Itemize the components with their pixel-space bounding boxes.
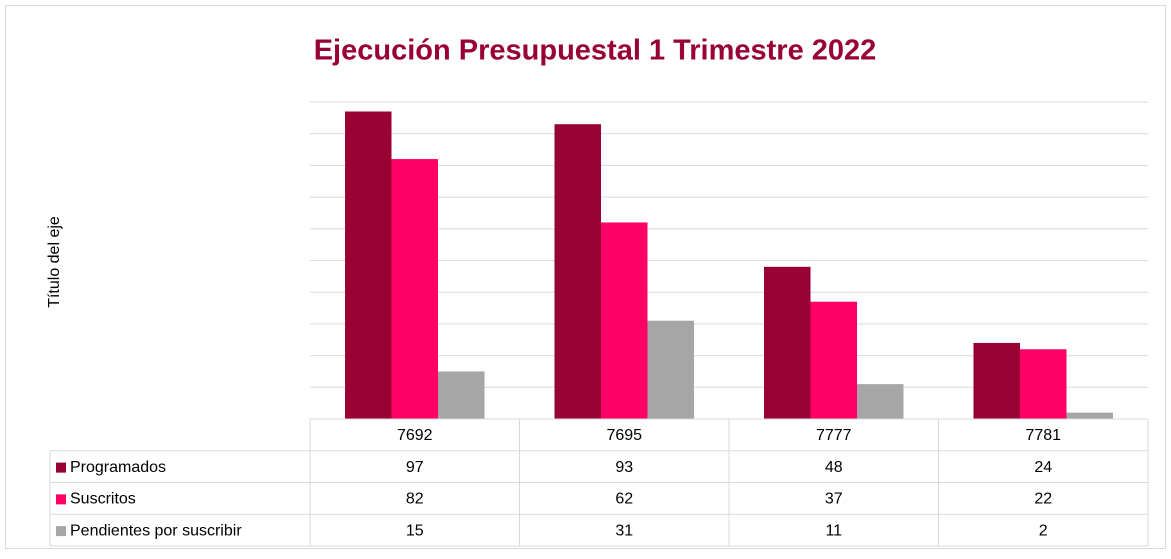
table-value: 24 (1034, 459, 1052, 476)
bar (345, 111, 392, 419)
table-value: 93 (615, 459, 633, 476)
table-value: 2 (1039, 522, 1048, 539)
x-tick-label: 7692 (397, 427, 433, 444)
table-value: 37 (825, 491, 843, 508)
legend-swatch (56, 526, 66, 537)
legend-label: Pendientes por suscribir (70, 522, 242, 539)
bar (1020, 349, 1067, 419)
bar (554, 124, 601, 419)
table-value: 11 (825, 522, 842, 539)
table-value: 31 (615, 522, 633, 539)
legend-swatch (56, 494, 66, 505)
x-tick-label: 7777 (816, 427, 852, 444)
bar (647, 320, 694, 419)
legend-label: Programados (70, 459, 166, 476)
legend-swatch (56, 462, 66, 473)
x-tick-label: 7781 (1025, 427, 1061, 444)
table-value: 62 (615, 491, 633, 508)
legend-label: Suscritos (70, 491, 136, 508)
bar (438, 371, 485, 419)
table-value: 22 (1034, 491, 1052, 508)
bar (973, 342, 1020, 419)
table-value: 82 (406, 491, 424, 508)
bar (601, 222, 648, 419)
bar (810, 301, 857, 419)
table-value: 15 (406, 522, 424, 539)
bar (391, 159, 438, 419)
table-value: 48 (825, 459, 843, 476)
chart-title: Ejecución Presupuestal 1 Trimestre 2022 (314, 35, 877, 67)
x-tick-label: 7695 (606, 427, 642, 444)
bar (1066, 412, 1113, 419)
bar (857, 384, 904, 419)
bar (764, 266, 811, 419)
y-axis-label: Título del eje (46, 216, 63, 308)
table-value: 97 (406, 459, 424, 476)
